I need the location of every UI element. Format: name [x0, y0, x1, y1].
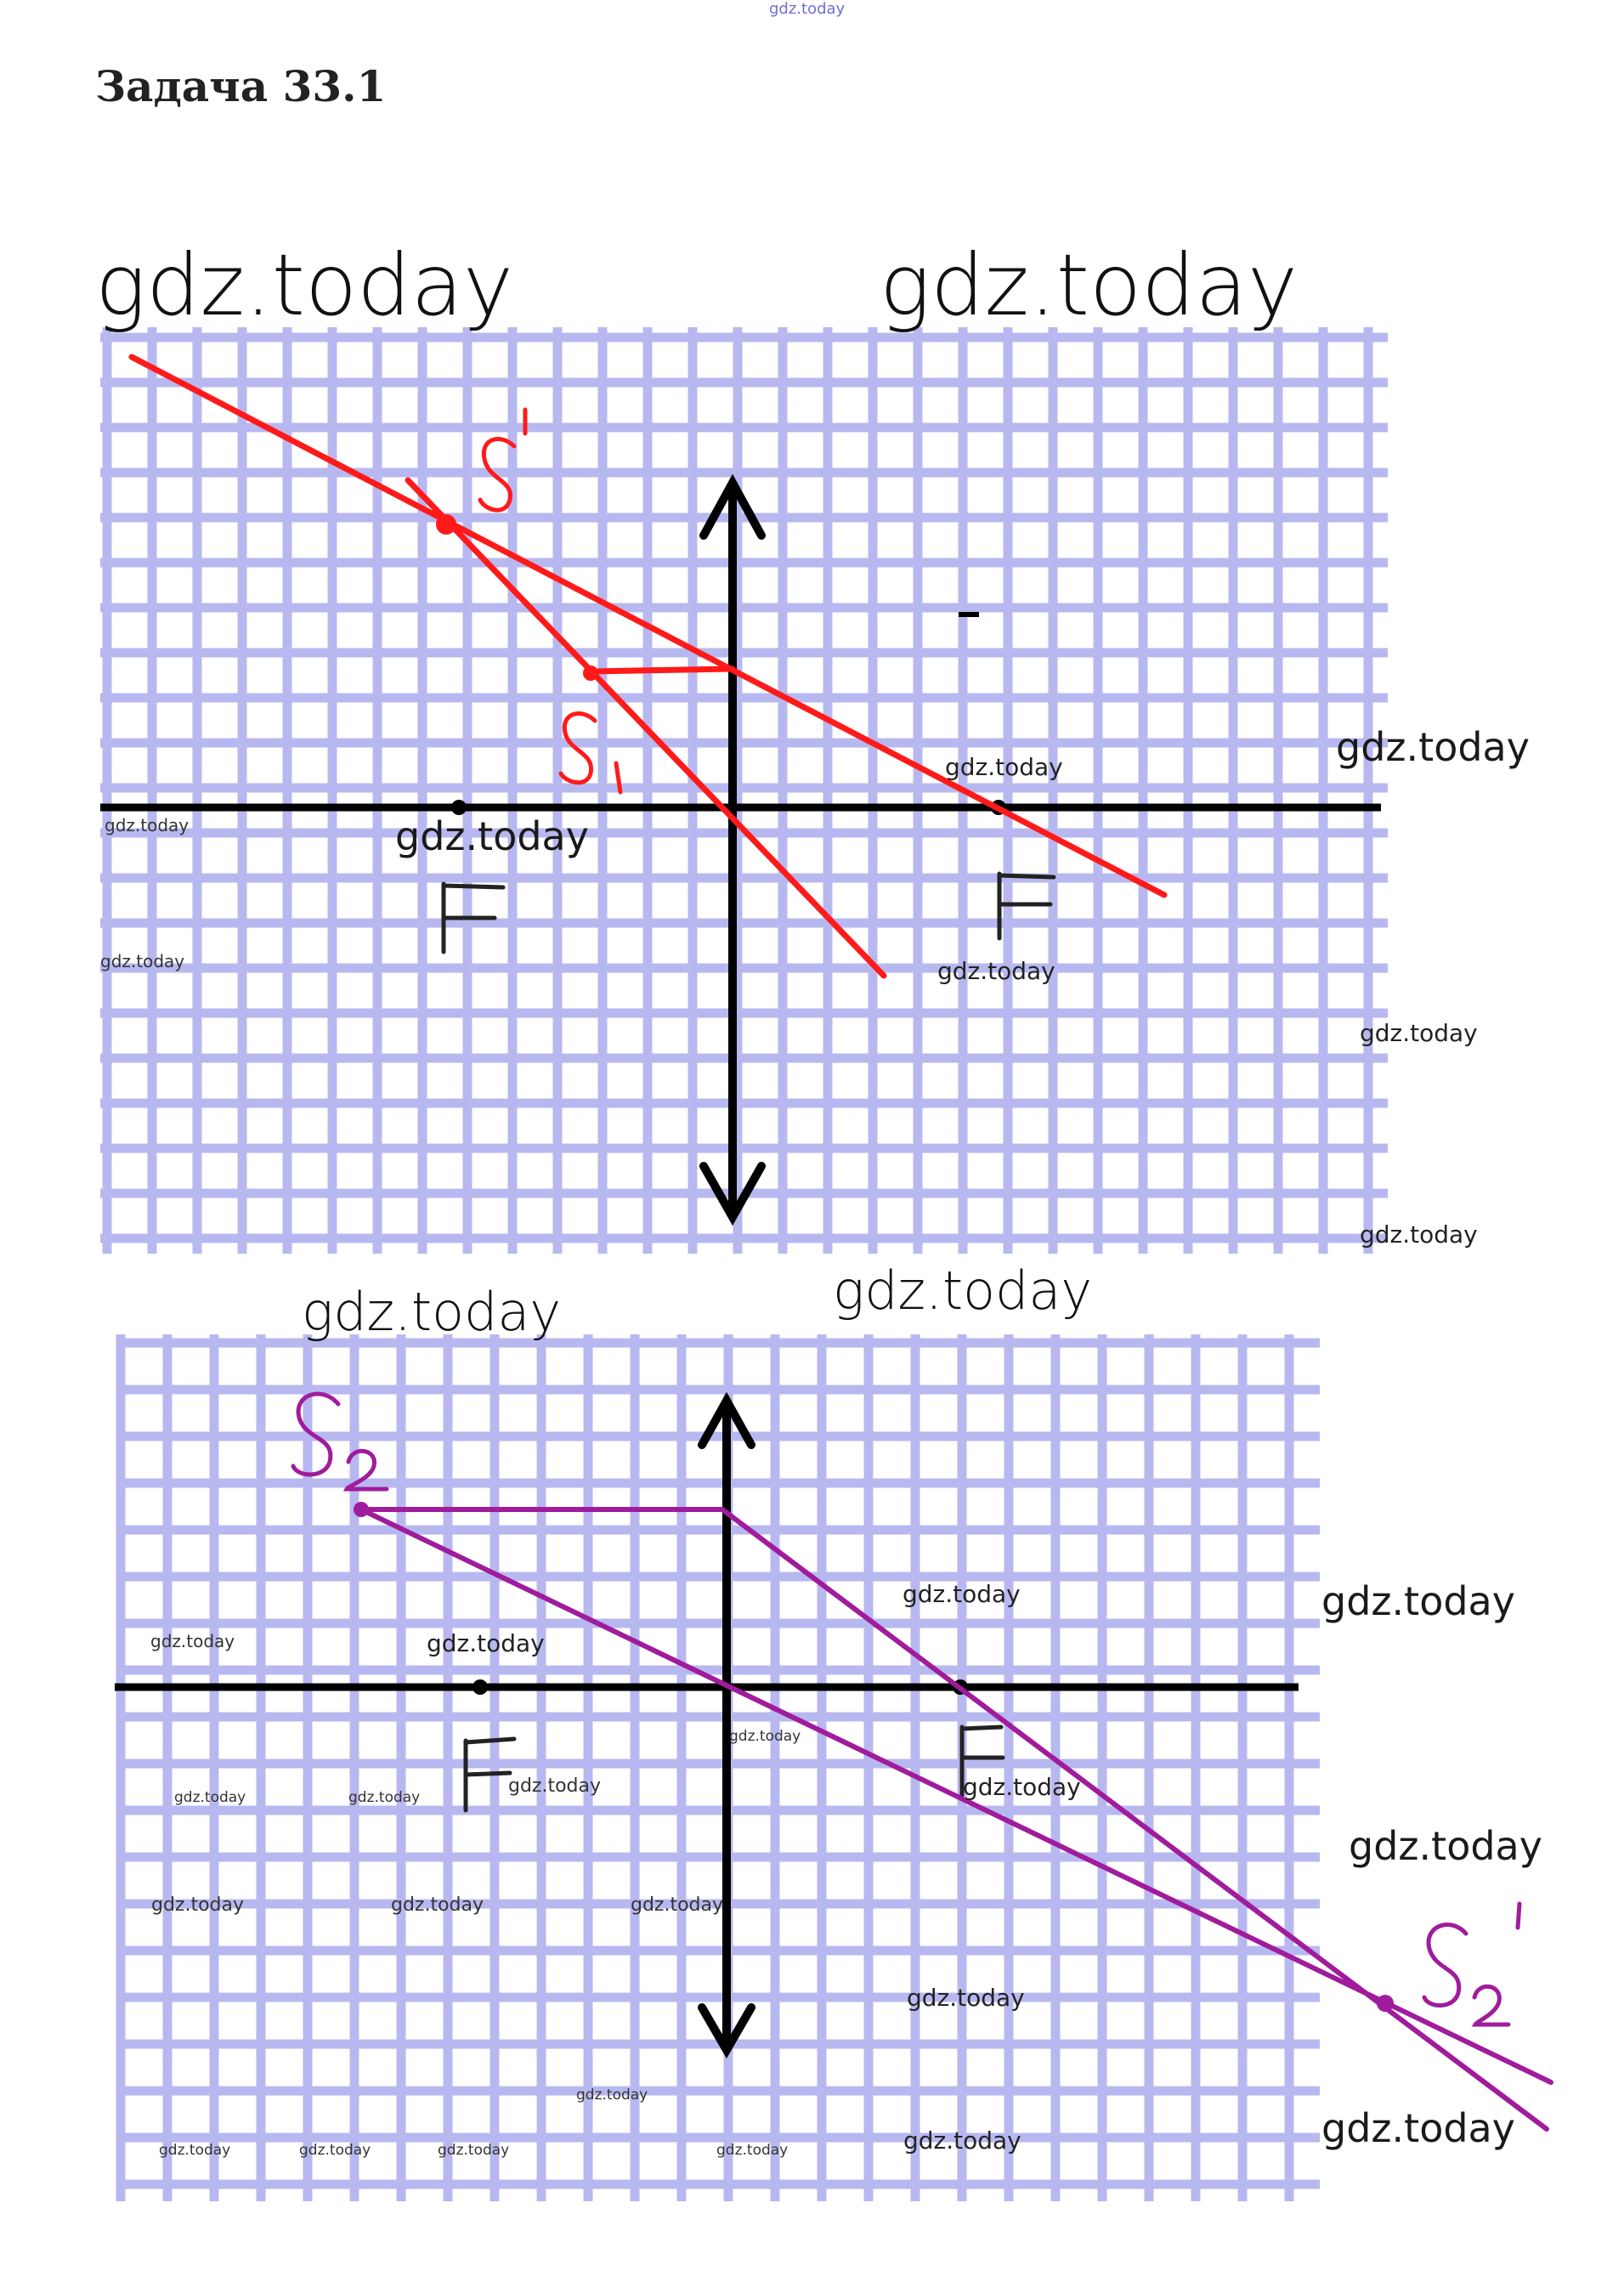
bottom-ray-refracted [720, 1507, 1549, 2132]
top-lens-arrow-down [699, 1162, 766, 1226]
top-ray-focal [405, 477, 887, 979]
watermark-text: gdz.today [1360, 1019, 1478, 1047]
top-diagram [100, 327, 1388, 1254]
watermark-text: gdz.today [95, 235, 513, 335]
watermark-text: gdz.today [576, 2087, 648, 2104]
watermark-text: gdz.today [880, 235, 1298, 335]
watermark-text: gdz.today [150, 1631, 235, 1651]
watermark-text: gdz.today [945, 753, 1063, 781]
watermark-text: gdz.today [395, 813, 589, 859]
watermark-text: gdz.today [716, 2142, 788, 2159]
bottom-lens-arrow-up [698, 1391, 755, 1449]
watermark-text: gdz.today [105, 815, 189, 835]
top-source-point [583, 665, 598, 681]
watermark-text: gdz.today [427, 1629, 545, 1657]
bottom-focus-point-left [472, 1679, 488, 1695]
watermark-text: gdz.today [1336, 724, 1530, 770]
bottom-source-point [354, 1502, 369, 1517]
bottom-lens-arrow-down [698, 2003, 755, 2059]
watermark-text: gdz.today [907, 1984, 1025, 2012]
bottom-ray-central [359, 1507, 1553, 2085]
watermarks: gdz.today gdz.today gdz.today gdz.today … [95, 235, 1542, 2159]
watermark-text: gdz.today [631, 1894, 723, 1916]
watermark-text: gdz.today [100, 951, 184, 971]
bottom-focus-label-right [959, 1724, 1005, 1798]
top-source-s-glyph [558, 711, 623, 795]
watermark-text: gdz.today [963, 1773, 1081, 1801]
watermark-text: gdz.today [174, 1789, 246, 1806]
watermark-text: gdz.today [1349, 1823, 1542, 1869]
watermark-text: gdz.today [1360, 1220, 1478, 1249]
top-image-point [436, 514, 456, 535]
watermark-text: gdz.today [159, 2142, 230, 2159]
bottom-source-s-glyph [291, 1391, 389, 1492]
watermark-text: gdz.today [508, 1775, 601, 1797]
watermark-text: gdz.today [937, 957, 1055, 985]
watermark-text: gdz.today [903, 1580, 1021, 1608]
watermark-text: gdz.today [348, 1789, 420, 1806]
bottom-image-point [1377, 1995, 1394, 2012]
watermark-text: gdz.today [299, 2142, 371, 2159]
top-focus-label-right [997, 871, 1056, 941]
watermark-text: gdz.today [729, 1728, 801, 1745]
top-focus-label-left [441, 881, 506, 954]
watermark-text: gdz.today [833, 1260, 1092, 1322]
top-lens-arrow-up [699, 473, 766, 540]
top-image-s-glyph [478, 407, 528, 513]
watermark-text: gdz.today [1321, 1578, 1515, 1624]
watermark-text: gdz.today [1321, 2105, 1515, 2151]
top-ray-central [128, 354, 1168, 898]
watermark-text: gdz.today [903, 2127, 1021, 2155]
watermark-text: gdz.today [438, 2142, 509, 2159]
watermark-text: gdz.today [151, 1894, 244, 1916]
bottom-grid [116, 1334, 1320, 2201]
top-focus-point-left [451, 800, 467, 815]
page-title: Задача 33.1 [95, 61, 387, 111]
site-mark: gdz.today [769, 0, 846, 18]
bottom-focus-label-left [463, 1736, 517, 1813]
watermark-text: gdz.today [302, 1281, 561, 1343]
bottom-image-s-glyph [1422, 1901, 1522, 2027]
watermark-text: gdz.today [391, 1894, 484, 1916]
bottom-diagram [115, 1334, 1553, 2201]
top-ray-parallel [587, 665, 736, 675]
